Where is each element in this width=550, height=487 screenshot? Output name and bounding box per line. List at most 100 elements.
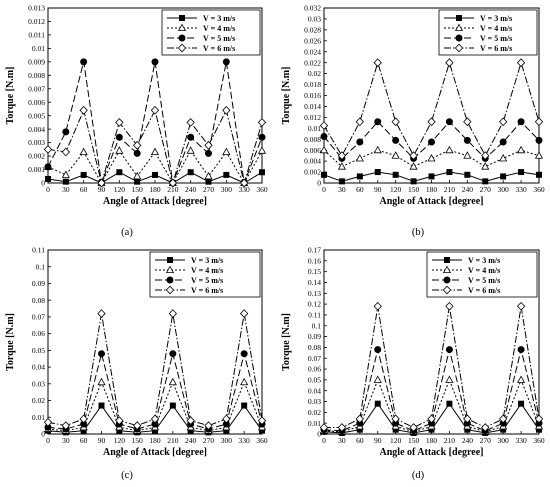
legend: V = 3 m/sV = 4 m/sV = 5 m/sV = 6 m/s bbox=[161, 9, 261, 56]
data-point-square bbox=[392, 171, 399, 178]
y-tick-label: 0.003 bbox=[28, 138, 45, 147]
data-point-circle bbox=[374, 118, 382, 126]
x-tick-label: 360 bbox=[533, 436, 545, 445]
y-tick-label: 0.11 bbox=[32, 246, 45, 255]
data-point-diamond bbox=[409, 423, 418, 432]
data-point-triangle bbox=[168, 377, 177, 386]
data-point-square bbox=[518, 400, 525, 407]
x-tick-label: 90 bbox=[374, 185, 382, 194]
panel-caption: (d) bbox=[412, 470, 425, 481]
y-tick-label: 0.04 bbox=[32, 363, 45, 372]
x-tick-label: 210 bbox=[167, 185, 179, 194]
y-axis-title: Torque [N.m] bbox=[281, 67, 292, 125]
data-point-diamond bbox=[391, 117, 400, 127]
y-axis-title: Torque [N.m] bbox=[281, 313, 292, 371]
data-point-diamond bbox=[445, 301, 454, 311]
data-point-circle bbox=[44, 163, 52, 171]
data-point-circle bbox=[240, 350, 248, 358]
chart-panel-2: 0 30 60 90 120 150 180 210 240 270 300 330 36000.002… bbox=[281, 4, 545, 238]
data-point-diamond bbox=[257, 416, 267, 425]
x-tick-label: 270 bbox=[203, 436, 215, 445]
data-point-diamond bbox=[427, 117, 436, 127]
data-point-circle bbox=[427, 138, 435, 146]
data-point-diamond bbox=[463, 414, 472, 424]
data-point-diamond bbox=[79, 105, 88, 115]
x-tick-label: 0 bbox=[46, 185, 50, 194]
data-point-triangle bbox=[409, 162, 418, 170]
legend-marker-circle bbox=[166, 276, 174, 284]
data-point-diamond bbox=[115, 118, 124, 127]
data-point-diamond bbox=[463, 117, 472, 127]
x-tick-label: 150 bbox=[132, 185, 144, 194]
legend-marker-diamond bbox=[165, 285, 175, 295]
series-line-3 bbox=[47, 61, 263, 185]
data-point-circle bbox=[356, 138, 364, 146]
x-axis-title: Angle of Attack [degree] bbox=[380, 447, 484, 458]
data-point-diamond bbox=[43, 144, 53, 154]
y-tick-label: 0.02 bbox=[32, 396, 45, 405]
y-tick-label: 0.11 bbox=[308, 311, 321, 320]
data-point-diamond bbox=[355, 117, 364, 127]
data-point-diamond bbox=[427, 414, 436, 424]
data-point-square bbox=[536, 171, 543, 178]
y-tick-label: 0.005 bbox=[28, 111, 45, 120]
data-point-circle bbox=[374, 346, 382, 354]
data-point-square bbox=[482, 178, 489, 185]
y-tick-label: 0.026 bbox=[304, 36, 321, 45]
data-point-triangle bbox=[319, 145, 329, 154]
series-line-2 bbox=[47, 149, 263, 185]
data-point-triangle bbox=[97, 377, 106, 386]
data-point-circle bbox=[517, 118, 525, 126]
x-tick-label: 150 bbox=[408, 185, 420, 194]
legend-label: V = 4 m/s bbox=[191, 266, 223, 275]
x-tick-label: 30 bbox=[338, 436, 346, 445]
y-tick-label: 0.08 bbox=[308, 343, 321, 352]
data-point-circle bbox=[445, 118, 453, 126]
legend-label: V = 5 m/s bbox=[480, 34, 512, 43]
data-point-triangle bbox=[337, 162, 346, 170]
data-point-circle bbox=[98, 350, 106, 358]
chart-panel-3: 0 30 60 90 120 150 180 210 240 270 300 330 360 0 0.01 0… bbox=[5, 246, 268, 481]
y-tick-label: 0.01 bbox=[32, 44, 45, 53]
data-point-diamond bbox=[204, 140, 213, 150]
data-point-square bbox=[98, 402, 105, 409]
y-tick-label: 0.08 bbox=[32, 296, 45, 305]
data-point-diamond bbox=[319, 121, 329, 130]
y-tick-label: 0.002 bbox=[304, 168, 321, 177]
data-point-triangle bbox=[373, 145, 382, 154]
data-point-circle bbox=[80, 58, 88, 66]
legend-marker-triangle bbox=[454, 23, 464, 32]
data-point-circle bbox=[258, 133, 266, 141]
data-point-diamond bbox=[355, 414, 364, 424]
data-point-circle bbox=[204, 149, 212, 157]
legend-label: V = 5 m/s bbox=[191, 276, 223, 285]
legend: V = 3 m/sV = 4 m/sV = 5 m/sV = 6 m/s bbox=[438, 9, 538, 56]
data-point-square bbox=[116, 169, 123, 176]
legend-label: V = 5 m/s bbox=[203, 34, 235, 43]
data-point-diamond bbox=[516, 58, 526, 68]
y-tick-label: 0.006 bbox=[28, 98, 45, 107]
data-point-square bbox=[205, 178, 212, 185]
y-tick-label: 0.02 bbox=[308, 408, 321, 417]
data-point-diamond bbox=[445, 58, 454, 68]
data-point-diamond bbox=[481, 423, 490, 432]
x-axis-title: Angle of Attack [degree] bbox=[103, 196, 207, 207]
data-point-diamond bbox=[61, 421, 70, 431]
data-point-circle bbox=[187, 133, 195, 141]
y-tick-label: 0.01 bbox=[308, 124, 321, 133]
y-tick-label: 0.002 bbox=[28, 152, 45, 161]
y-tick-label: 0.018 bbox=[304, 80, 321, 89]
data-point-diamond bbox=[97, 309, 106, 318]
x-tick-label: 360 bbox=[256, 185, 268, 194]
data-point-diamond bbox=[222, 105, 231, 115]
data-point-diamond bbox=[115, 416, 124, 425]
data-point-diamond bbox=[43, 417, 53, 427]
legend-marker-circle bbox=[443, 276, 451, 284]
data-point-square bbox=[428, 173, 435, 180]
y-axis-title: Torque [N.m] bbox=[5, 67, 16, 125]
y-tick-label: 0.006 bbox=[304, 146, 321, 155]
data-point-diamond bbox=[481, 151, 490, 161]
data-point-circle bbox=[222, 58, 230, 66]
data-point-diamond bbox=[409, 151, 418, 161]
